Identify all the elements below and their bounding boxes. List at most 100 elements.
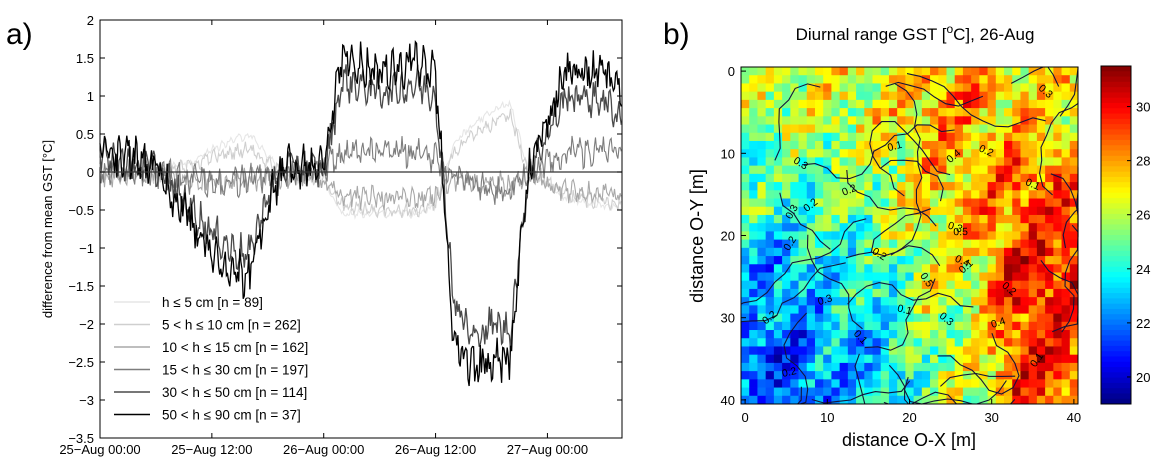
heatmap-cell [995,108,1005,117]
heatmap-cell [741,305,750,314]
heatmap-cell [847,288,857,298]
heatmap-cell [864,108,873,117]
heatmap-cell [864,239,873,249]
colorbar-segment [1101,129,1131,136]
heatmap-cell [798,173,808,183]
heatmap-cell [831,165,841,175]
heatmap-cell [773,247,783,257]
heatmap-cell [979,140,988,150]
colorbar-segment [1101,139,1131,146]
heatmap-cell [814,371,824,380]
heatmap-cell [888,149,898,158]
heatmap-cell [962,280,972,290]
contour-label: 0.1 [1024,176,1042,193]
heatmap-cell [1053,173,1062,183]
heatmap-cell [798,165,808,175]
heatmap-cell [946,149,956,158]
heatmap-cell [839,297,849,306]
heatmap-cell [872,83,882,93]
heatmap-cell [995,165,1005,175]
heatmap-cell [1012,214,1021,224]
heatmap-cell [1028,338,1038,347]
colorbar-segment [1101,76,1131,83]
heatmap-cell [1036,198,1046,208]
heatmap-cell [814,256,824,265]
heatmap-cell [1053,99,1062,109]
heatmap-cell [880,165,890,175]
heatmap-cell [814,83,824,93]
heatmap-cell [757,256,767,265]
heatmap-cell [971,75,980,84]
heatmap-cell [971,67,980,76]
heatmap-cell [847,256,857,265]
heatmap-cell [847,140,857,150]
heatmap-cell [847,206,857,216]
heatmap-cell [905,346,915,356]
heatmap-cell [798,149,808,158]
heatmap-cell [814,190,824,199]
heatmap-cell [921,116,931,125]
heatmap-cell [987,140,997,150]
heatmap-cell [1012,198,1021,208]
heatmap-cell [1036,387,1046,397]
heatmap-cell [930,395,939,405]
heatmap-cell [987,108,997,117]
heatmap-cell [1028,305,1038,314]
heatmap-cell [962,91,972,101]
heatmap-cell [831,371,841,380]
heatmap-cell [1012,313,1021,323]
heatmap-cell [872,272,882,282]
heatmap-cell [806,247,816,257]
heatmap-cell [790,264,799,273]
heatmap-cell [946,173,956,183]
heatmap-cell [1020,387,1030,397]
heatmap-cell [921,362,931,372]
heatmap-cell [1020,239,1030,249]
heatmap-cell [741,91,750,101]
heatmap-cell [880,108,890,117]
heatmap-cell [930,338,939,347]
heatmap-cell [938,231,947,241]
heatmap-cell [880,157,890,167]
heatmap-cell [749,346,758,356]
y-tick-label: 0 [87,165,94,180]
heatmap-cell [930,99,939,109]
heatmap-cell [971,362,980,372]
heatmap-cell [880,239,890,249]
heatmap-cell [1028,288,1038,298]
colorbar-tick-label: 26 [1136,208,1150,223]
heatmap-cell [888,99,898,109]
heatmap-cell [773,280,783,290]
heatmap-cell [1053,157,1062,167]
heatmap-cell [979,264,988,273]
heatmap-cell [880,116,890,125]
heatmap-cell [847,116,857,125]
heatmap-cell [1069,280,1079,290]
heatmap-cell [880,99,890,109]
heatmap-cell [897,231,906,241]
heatmap-cell [938,132,947,142]
heatmap-cell [1053,297,1062,306]
heatmap-cell [1028,354,1038,364]
heatmap-cell [962,223,972,232]
heatmap-cell [782,387,791,397]
heatmap-cell [971,140,980,150]
heatmap-cell [757,67,767,76]
heatmap-cell [839,99,849,109]
heatmap-cell [1020,395,1030,405]
heatmap-cell [1045,165,1054,175]
contour-label: 0.1 [896,302,913,317]
heatmap-cell [782,206,791,216]
heatmap-cell [798,190,808,199]
heatmap-cell [995,362,1005,372]
heatmap-cell [1069,371,1079,380]
heatmap-cell [814,116,824,125]
heatmap-cell [856,231,865,241]
heatmap-cell [790,362,799,372]
heatmap-cell [773,395,783,405]
colorbar-segment [1101,271,1131,278]
colorbar-segment [1101,398,1131,405]
heatmap-cell [839,280,849,290]
heatmap-cell [741,297,750,306]
heatmap-cell [757,140,767,150]
